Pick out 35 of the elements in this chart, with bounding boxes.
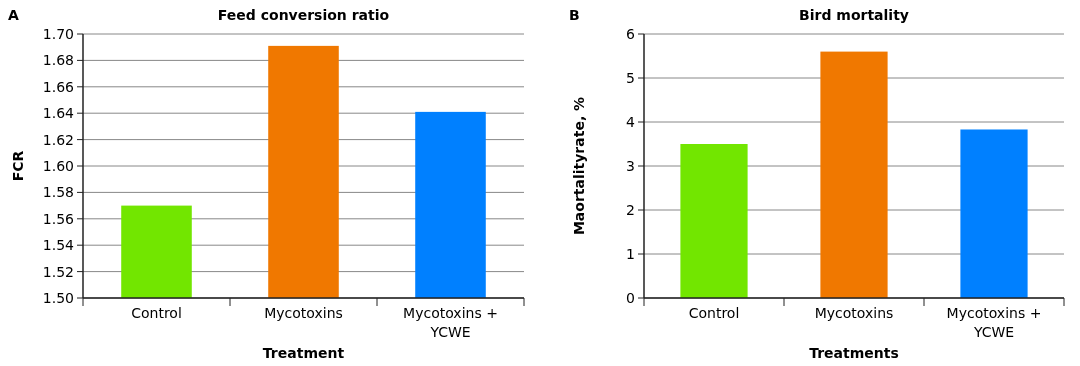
bar <box>680 144 748 298</box>
bar <box>960 129 1028 298</box>
x-tick-label: Mycotoxins <box>264 305 343 321</box>
y-tick-label: 1.60 <box>42 157 74 174</box>
y-tick-label: 1.62 <box>42 131 74 148</box>
y-tick-label: 3 <box>626 157 635 174</box>
y-tick-label: 1.70 <box>42 25 74 42</box>
y-tick-label: 4 <box>626 113 636 130</box>
x-tick-label: Mycotoxins + YCWE <box>403 305 498 340</box>
y-tick-label: 1.68 <box>42 52 74 69</box>
bar <box>820 51 888 298</box>
text: A <box>8 7 19 23</box>
y-tick-label: 1.50 <box>42 289 74 306</box>
y-tick-label: 1.52 <box>42 263 74 280</box>
y-tick-label: 1.58 <box>42 184 74 201</box>
y-tick-label: 5 <box>626 69 635 86</box>
y-tick-label: 6 <box>626 25 636 42</box>
y-tick-label: 1.54 <box>42 237 75 254</box>
x-tick-label: Mycotoxins + YCWE <box>946 305 1042 340</box>
chart-title: Feed conversion ratio <box>217 7 390 23</box>
y-tick-label: 1.56 <box>42 210 75 227</box>
y-tick-label: 1 <box>626 245 635 262</box>
y-axis-title: Maortalityrate, % <box>571 96 587 236</box>
x-axis-title: Treatments <box>809 345 899 361</box>
x-tick-label: Control <box>131 305 182 321</box>
text: B <box>569 7 580 23</box>
y-tick-label: 1.64 <box>42 105 75 122</box>
y-tick-label: 1.66 <box>42 78 75 95</box>
y-tick-label: 0 <box>626 289 635 306</box>
x-tick-label: Mycotoxins <box>814 305 894 321</box>
x-axis-title: Treatment <box>262 345 345 361</box>
y-axis-title: FCR <box>10 150 26 182</box>
x-tick-label: Control <box>688 305 740 321</box>
y-tick-label: 2 <box>626 201 635 218</box>
chart-title: Bird mortality <box>799 7 909 23</box>
